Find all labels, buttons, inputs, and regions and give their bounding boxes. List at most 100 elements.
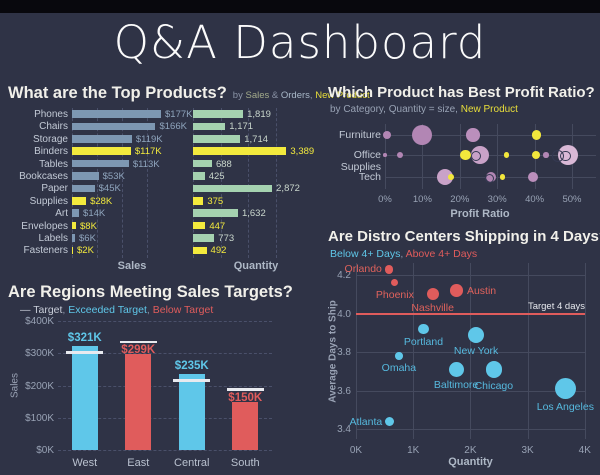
quantity-bar[interactable]	[193, 159, 212, 168]
city-bubble[interactable]	[450, 284, 463, 297]
profit-bubble[interactable]	[436, 168, 454, 186]
profit-ratio-chart[interactable]: 0% 10% 20% 30% 40% 50% Furniture Office Supplie…	[328, 118, 596, 205]
sales-bar[interactable]	[72, 234, 76, 242]
profit-bubble[interactable]	[485, 173, 495, 183]
quantity-bar[interactable]	[193, 172, 205, 180]
profit-bubble[interactable]	[543, 152, 549, 158]
city-bubble[interactable]	[395, 352, 403, 360]
quantity-bar[interactable]	[193, 234, 215, 242]
quantity-bar[interactable]	[193, 209, 238, 217]
legend-part: Orders	[280, 90, 310, 101]
sales-bar[interactable]	[72, 159, 129, 168]
gridline	[97, 108, 99, 258]
y-tick-label: $200K	[25, 380, 54, 392]
sales-targets-title: Are Regions Meeting Sales Targets?	[8, 283, 293, 301]
city-bubble[interactable]	[384, 265, 394, 274]
quantity-bar[interactable]	[193, 197, 204, 205]
sales-targets-legend: — Target, Exceeded Target, Below Target	[20, 304, 320, 316]
city-bubble[interactable]	[385, 417, 395, 426]
x-tick-label: 30%	[487, 194, 507, 205]
target-4-days-label: Target 4 days	[527, 300, 585, 312]
gridline	[356, 263, 357, 439]
profit-bubble[interactable]	[532, 151, 541, 159]
profit-bubble[interactable]	[382, 130, 392, 140]
sales-bar[interactable]	[72, 197, 87, 205]
x-tick-label: 4K	[578, 445, 591, 456]
quantity-bar[interactable]	[193, 184, 273, 193]
sales-value-label: $113K	[132, 158, 160, 170]
city-bubble[interactable]	[468, 326, 485, 343]
profit-bubble[interactable]	[448, 174, 454, 180]
gridline	[58, 450, 272, 451]
city-bubble[interactable]	[426, 288, 439, 301]
city-bubble[interactable]	[485, 361, 503, 378]
region-bar[interactable]	[125, 353, 152, 450]
profit-bubble[interactable]	[499, 174, 506, 180]
quantity-bar[interactable]	[193, 221, 206, 230]
sales-bar[interactable]	[72, 221, 77, 230]
sales-bar[interactable]	[72, 110, 161, 118]
legend-part: — Target	[20, 304, 63, 316]
region-label: Central	[174, 457, 210, 469]
sales-bar[interactable]	[72, 209, 80, 217]
profit-bubble[interactable]	[531, 130, 542, 140]
category-label: Chairs	[39, 121, 68, 133]
region-bar[interactable]	[178, 374, 205, 450]
quantity-value-label: 1,171	[229, 121, 254, 133]
region-bar[interactable]	[71, 346, 98, 450]
profit-bubble[interactable]	[560, 150, 571, 162]
profit-bubble[interactable]	[412, 125, 433, 145]
legend-part: ,	[309, 90, 316, 101]
quantity-bar[interactable]	[193, 110, 244, 118]
distro-panel: Are Distro Centers Shipping in 4 Days? B…	[328, 226, 600, 475]
sales-bar[interactable]	[72, 184, 95, 193]
city-bubble[interactable]	[448, 362, 464, 378]
top-products-title: What are the Top Products?	[8, 84, 227, 102]
sales-bar[interactable]	[72, 122, 156, 131]
distro-chart[interactable]: 0K 1K 2K 3K 4K 3.4 3.6 3.8 4.0 4.2 Target 4 days Or…	[328, 226, 596, 475]
sales-value-label: $119K	[135, 133, 163, 145]
quantity-bar[interactable]	[193, 246, 207, 255]
sales-bar[interactable]	[72, 147, 131, 155]
city-bubble[interactable]	[554, 378, 577, 400]
profit-bubble[interactable]	[383, 153, 387, 157]
sales-targets-chart[interactable]: $0K $100K $200K $300K $400K $321K West $299K Eas…	[8, 283, 320, 475]
city-label: Atlanta	[349, 415, 383, 428]
sales-value-label: $117K	[134, 146, 162, 158]
gridline	[356, 275, 585, 277]
city-bubble[interactable]	[391, 279, 399, 287]
city-bubble[interactable]	[418, 323, 429, 335]
top-products-subtitle: by Sales & Orders, New Product	[233, 90, 370, 101]
profit-ratio-axis-caption: Profit Ratio	[450, 208, 510, 220]
sales-bar[interactable]	[72, 135, 132, 143]
profit-bubble[interactable]	[470, 151, 481, 161]
sales-bar[interactable]	[72, 246, 73, 255]
x-tick-label: 0K	[349, 445, 363, 456]
sales-value-label: $28K	[90, 195, 113, 207]
region-label: East	[127, 457, 150, 469]
profit-bubble[interactable]	[466, 128, 480, 142]
target-line	[173, 379, 211, 382]
profit-bubble[interactable]	[460, 149, 471, 161]
city-label: Chicago	[474, 379, 514, 392]
city-label: Nashville	[411, 302, 454, 315]
top-products-chart[interactable]: Phones $177K 1,819 Chairs $166K 1,171 Storage $…	[8, 108, 320, 258]
city-label: Orlando	[344, 263, 382, 276]
bar-value-label: $150K	[228, 391, 263, 404]
gridline	[58, 417, 272, 419]
quantity-bar[interactable]	[193, 135, 241, 143]
quantity-bar[interactable]	[193, 147, 287, 155]
quantity-value-label: 1,632	[241, 208, 266, 220]
quantity-value-label: 3,389	[290, 146, 315, 158]
gridline	[385, 155, 596, 156]
gridline	[527, 263, 529, 439]
sales-bar[interactable]	[72, 172, 99, 180]
profit-bubble[interactable]	[528, 172, 539, 182]
profit-bubble[interactable]	[503, 152, 510, 158]
quantity-bar[interactable]	[193, 122, 226, 131]
legend-part: by	[232, 90, 246, 101]
profit-bubble[interactable]	[396, 151, 404, 159]
quantity-value-label: 2,872	[276, 183, 300, 195]
region-bar[interactable]	[232, 401, 259, 450]
y-tick-label: 3.6	[337, 385, 351, 397]
